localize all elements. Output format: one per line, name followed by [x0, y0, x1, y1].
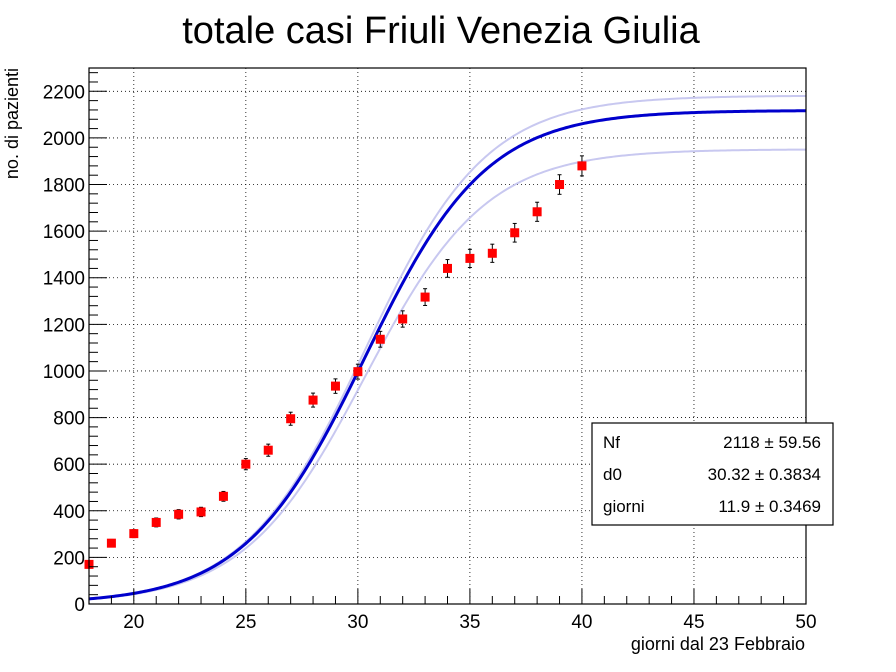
data-point — [487, 243, 497, 263]
marker — [487, 248, 497, 258]
data-point — [398, 310, 408, 328]
marker — [420, 292, 430, 302]
y-tick-label: 2200 — [43, 82, 85, 103]
data-point — [510, 222, 520, 243]
x-tick-label: 50 — [795, 612, 816, 633]
marker — [375, 334, 385, 344]
fit-param-name: giorni — [603, 497, 645, 516]
y-axis-label: no. di pazienti — [2, 68, 22, 179]
marker — [263, 445, 273, 455]
y-axis: 0 200 400 600 800 1000 1200 1400 1600 1800 2000 220… — [43, 72, 107, 616]
data-point — [420, 288, 430, 306]
y-tick-label: 800 — [53, 409, 85, 430]
data-point — [375, 330, 385, 348]
y-tick-label: 1400 — [43, 269, 85, 290]
marker — [465, 253, 475, 263]
data-point — [330, 378, 340, 394]
data-point — [555, 174, 565, 195]
data-point — [196, 506, 206, 518]
fit-param-value: 30.32 ± 0.3834 — [708, 465, 821, 484]
data-point — [308, 392, 318, 408]
marker — [443, 263, 452, 273]
data-point — [151, 517, 161, 528]
y-tick-label: 1600 — [43, 222, 85, 243]
x-tick-label: 35 — [459, 612, 480, 633]
marker — [196, 507, 206, 517]
y-tick-label: 400 — [53, 502, 85, 523]
data-point — [263, 443, 273, 457]
y-tick-label: 600 — [53, 455, 85, 476]
data-point — [286, 411, 296, 426]
chart-title: totale casi Friuli Venezia Giulia — [182, 10, 700, 52]
y-tick-label: 0 — [74, 595, 85, 616]
fit-param-value: 11.9 ± 0.3469 — [718, 497, 821, 516]
x-axis: 20 25 30 35 40 45 50 — [88, 589, 817, 633]
marker — [532, 207, 542, 217]
marker — [151, 517, 161, 527]
x-tick-label: 40 — [571, 612, 592, 633]
fit-stats-box: Nf 2118 ± 59.56 d0 30.32 ± 0.3834 giorni 11.9… — [591, 422, 834, 526]
fit-param-name: Nf — [603, 433, 620, 452]
marker — [286, 414, 296, 424]
fit-param-name: d0 — [603, 465, 622, 484]
y-tick-label: 1000 — [43, 362, 85, 383]
x-tick-label: 25 — [235, 612, 256, 633]
marker — [241, 459, 251, 469]
y-tick-label: 2000 — [43, 129, 85, 150]
data-point — [129, 529, 139, 539]
marker — [577, 161, 587, 171]
x-axis-label: giorni dal 23 Febbraio — [631, 634, 805, 654]
marker — [129, 529, 139, 539]
data-point — [174, 509, 184, 520]
fit-curve — [88, 109, 807, 601]
marker — [330, 381, 340, 391]
data-point — [465, 248, 475, 268]
marker — [510, 228, 520, 238]
fit-param-value: 2118 ± 59.56 — [723, 433, 821, 452]
fit-line — [88, 109, 807, 601]
data-point — [106, 538, 116, 548]
grid — [89, 68, 806, 604]
marker — [174, 509, 184, 519]
data-point — [443, 259, 452, 278]
marker — [555, 180, 565, 190]
x-tick-label: 20 — [123, 612, 144, 633]
marker — [398, 314, 408, 324]
fit-band-lower — [88, 148, 807, 601]
y-tick-label: 1800 — [43, 176, 85, 197]
data-point — [218, 490, 228, 502]
x-tick-label: 30 — [347, 612, 368, 633]
marker — [308, 395, 318, 405]
x-tick-label: 45 — [683, 612, 704, 633]
data-points — [84, 155, 587, 569]
data-point — [577, 155, 587, 177]
marker — [106, 538, 116, 548]
y-tick-label: 200 — [53, 548, 85, 569]
marker — [218, 491, 228, 501]
data-point — [532, 201, 542, 222]
data-point — [241, 458, 251, 471]
y-tick-label: 1200 — [43, 315, 85, 336]
marker — [353, 367, 363, 377]
data-point — [353, 363, 363, 380]
